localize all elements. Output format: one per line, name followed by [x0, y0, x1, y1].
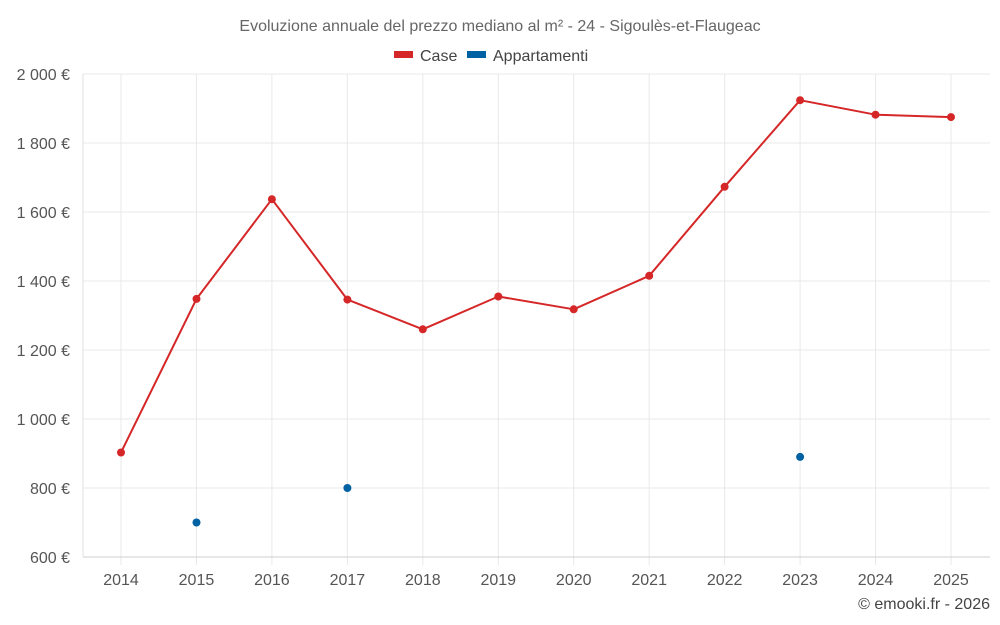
x-tick-label: 2020	[556, 572, 592, 589]
y-tick-label: 1 400 €	[17, 274, 70, 291]
y-axis: 600 € 800 € 1 000 € 1 200 € 1 400 € 1 600 € 1 …	[17, 67, 70, 567]
x-tick-label: 2021	[631, 572, 667, 589]
data-point-appartamenti	[192, 518, 201, 527]
y-tick-label: 800 €	[30, 481, 70, 498]
data-point-case	[267, 195, 276, 204]
y-tick-label: 600 €	[30, 550, 70, 567]
grid	[82, 73, 990, 565]
legend-label-appartamenti[interactable]: Appartamenti	[493, 48, 588, 65]
x-tick-label: 2025	[933, 572, 969, 589]
data-point-case	[418, 325, 427, 334]
y-tick-label: 1 000 €	[17, 412, 70, 429]
x-tick-label: 2023	[782, 572, 818, 589]
data-point-case	[192, 294, 201, 303]
data-point-case	[796, 96, 805, 105]
x-tick-label: 2018	[405, 572, 441, 589]
data-point-case	[117, 448, 125, 457]
data-point-case	[947, 113, 955, 122]
y-tick-label: 1 800 €	[17, 136, 70, 153]
data-point-appartamenti	[343, 484, 352, 492]
legend: Case Appartamenti	[394, 48, 588, 65]
x-tick-label: 2017	[330, 572, 366, 589]
data-point-case	[645, 271, 654, 280]
y-tick-label: 1 200 €	[17, 343, 70, 360]
x-tick-label: 2014	[103, 572, 139, 589]
data-point-case	[343, 295, 352, 304]
credit-text: © emooki.fr - 2026	[858, 596, 990, 613]
chart-title: Evoluzione annuale del prezzo mediano al…	[239, 18, 760, 35]
y-tick-label: 2 000 €	[17, 67, 70, 84]
x-tick-label: 2022	[707, 572, 743, 589]
x-tick-label: 2019	[480, 572, 516, 589]
data-point-case	[494, 292, 503, 301]
legend-label-case[interactable]: Case	[420, 48, 457, 65]
x-tick-label: 2024	[858, 572, 894, 589]
data-point-case	[720, 182, 729, 191]
x-tick-label: 2016	[254, 572, 290, 589]
series-layer	[117, 96, 955, 527]
data-point-appartamenti	[796, 452, 805, 461]
x-tick-label: 2015	[179, 572, 215, 589]
series-line-case	[120, 99, 952, 453]
data-point-case	[569, 305, 578, 314]
y-tick-label: 1 600 €	[17, 205, 70, 222]
data-point-case	[871, 110, 880, 119]
legend-swatch-appartamenti	[467, 51, 486, 58]
x-axis: 2014 2015 2016 2017 2018 2019 2020 2021 2022 2023…	[103, 572, 969, 589]
legend-swatch-case	[394, 51, 413, 58]
